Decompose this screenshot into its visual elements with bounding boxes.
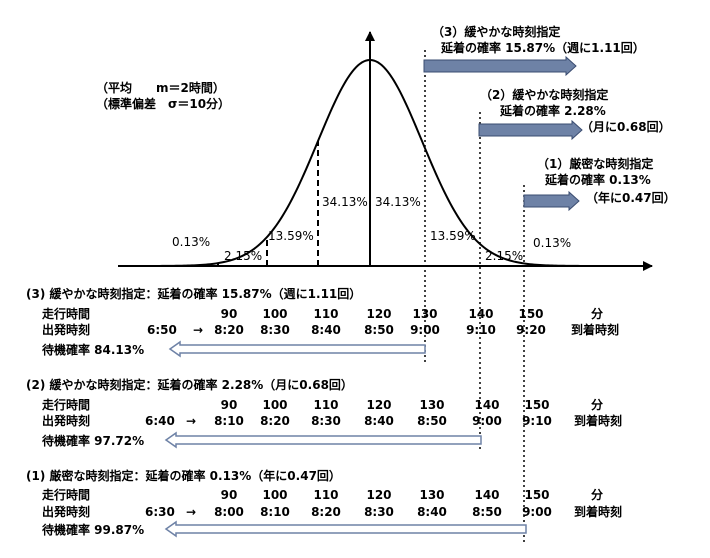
callout-2-rate: 延着の確率 2.28%	[499, 103, 606, 118]
table-2-running-time-label: 走行時間	[42, 397, 90, 412]
table-2-start-time: 6:40	[145, 414, 175, 428]
callout-3-arrow	[423, 55, 577, 77]
table-2-header: (2) 緩やかな時刻指定：延着の確率 2.28%（月に0.68回）	[26, 377, 353, 392]
table-1-time-2: 110	[313, 488, 338, 502]
table-2: (2) 緩やかな時刻指定：延着の確率 2.28%（月に0.68回） 走行時間 出…	[26, 377, 622, 449]
table-3-dep-4: 9:00	[410, 323, 440, 337]
table-1-dep-5: 8:50	[472, 505, 502, 519]
table-1-dep-2: 8:20	[311, 505, 341, 519]
table-3-running-time-label: 走行時間	[42, 306, 90, 321]
table-1-arrival-label: 到着時刻	[574, 504, 622, 519]
table-3-dep-6: 9:20	[516, 323, 546, 337]
table-2-dep-4: 8:50	[417, 414, 447, 428]
table-3-start-time: 6:50	[147, 323, 177, 337]
callout-1-rate: 延着の確率 0.13%	[544, 172, 651, 187]
table-3-time-2: 110	[313, 307, 338, 321]
area-label-right-2sigma: 2.15%	[485, 249, 523, 263]
table-1-wait-probability: 待機確率 99.87%	[42, 522, 144, 537]
area-label-left-1sigma: 13.59%	[268, 229, 314, 243]
table-2-time-5: 140	[474, 398, 499, 412]
table-2-arrow-symbol: →	[186, 414, 196, 428]
sigma-lines	[217, 141, 319, 266]
table-2-time-4: 130	[419, 398, 444, 412]
table-1-dep-4: 8:40	[417, 505, 447, 519]
area-label-right-tail: 0.13%	[533, 236, 571, 250]
table-2-unit: 分	[591, 397, 603, 412]
callout-1-title: （1）厳密な時刻指定	[537, 156, 653, 171]
table-3-departure-label: 出発時刻	[42, 322, 90, 337]
table-2-dep-0: 8:10	[214, 414, 244, 428]
table-1-wait-arrow	[164, 520, 527, 538]
table-3-time-6: 150	[518, 307, 543, 321]
table-3-time-5: 140	[468, 307, 493, 321]
table-2-dep-3: 8:40	[364, 414, 394, 428]
table-2-dep-5: 9:00	[472, 414, 502, 428]
table-2-time-3: 120	[366, 398, 391, 412]
table-1-time-1: 100	[262, 488, 287, 502]
area-label-right-1sigma: 13.59%	[430, 229, 476, 243]
table-1-time-6: 150	[524, 488, 549, 502]
table-3-wait-probability: 待機確率 84.13%	[42, 342, 144, 357]
table-1-running-time-label: 走行時間	[42, 487, 90, 502]
callout-1-freq: （年に0.47回）	[586, 190, 676, 205]
area-label-left-2sigma: 2.15%	[224, 249, 262, 263]
table-1-dep-0: 8:00	[214, 505, 244, 519]
table-1-dep-3: 8:30	[364, 505, 394, 519]
table-1-unit: 分	[591, 487, 603, 502]
callout-2-arrow	[478, 119, 583, 141]
area-label-left-center: 34.13%	[322, 195, 368, 209]
table-1-time-3: 120	[366, 488, 391, 502]
table-3-time-0: 90	[221, 307, 238, 321]
table-3-arrow-symbol: →	[193, 323, 203, 337]
table-2-time-0: 90	[221, 398, 238, 412]
callout-2-title: （2）緩やかな時刻指定	[480, 87, 608, 102]
table-2-wait-arrow	[164, 431, 482, 449]
table-3-time-1: 100	[262, 307, 287, 321]
area-label-right-center: 34.13%	[375, 195, 421, 209]
table-2-dep-6: 9:10	[522, 414, 552, 428]
callout-3-rate: 延着の確率 15.87%（週に1.11回）	[440, 40, 645, 55]
callout-2-freq: （月に0.68回）	[581, 119, 671, 134]
table-2-time-6: 150	[524, 398, 549, 412]
table-3-time-4: 130	[412, 307, 437, 321]
table-1-time-5: 140	[474, 488, 499, 502]
table-2-time-1: 100	[262, 398, 287, 412]
table-3-dep-3: 8:50	[364, 323, 394, 337]
table-1-start-time: 6:30	[145, 505, 175, 519]
table-3-dep-1: 8:30	[260, 323, 290, 337]
table-1-time-4: 130	[419, 488, 444, 502]
table-2-wait-probability: 待機確率 97.72%	[42, 433, 144, 448]
table-3-wait-arrow	[168, 340, 426, 358]
table-1-departure-label: 出発時刻	[42, 504, 90, 519]
guide-lines	[424, 50, 525, 545]
table-3-dep-0: 8:20	[214, 323, 244, 337]
table-3: (3) 緩やかな時刻指定：延着の確率 15.87%（週に1.11回） 走行時間 …	[26, 286, 619, 358]
table-3-arrival-label: 到着時刻	[571, 322, 619, 337]
table-2-departure-label: 出発時刻	[42, 413, 90, 428]
table-2-time-2: 110	[313, 398, 338, 412]
table-2-dep-2: 8:30	[311, 414, 341, 428]
callout-1-arrow	[523, 190, 580, 212]
sigma-label: （標準偏差 σ＝10分）	[96, 96, 230, 111]
table-1-dep-1: 8:10	[260, 505, 290, 519]
table-2-dep-1: 8:20	[260, 414, 290, 428]
table-1-dep-6: 9:00	[522, 505, 552, 519]
table-3-header: (3) 緩やかな時刻指定：延着の確率 15.87%（週に1.11回）	[26, 286, 361, 301]
bell-curve	[122, 58, 640, 267]
table-1-arrow-symbol: →	[186, 505, 196, 519]
callout-3-title: （3）緩やかな時刻指定	[432, 24, 560, 39]
table-1: (1) 厳密な時刻指定：延着の確率 0.13%（年に0.47回） 走行時間 出発…	[26, 468, 622, 538]
table-3-dep-2: 8:40	[311, 323, 341, 337]
area-label-left-tail: 0.13%	[172, 235, 210, 249]
table-3-time-3: 120	[366, 307, 391, 321]
table-1-time-0: 90	[221, 488, 238, 502]
table-1-header: (1) 厳密な時刻指定：延着の確率 0.13%（年に0.47回）	[26, 468, 341, 483]
table-2-arrival-label: 到着時刻	[574, 413, 622, 428]
table-3-dep-5: 9:10	[466, 323, 496, 337]
mean-label: （平均 m＝2時間）	[96, 80, 225, 95]
table-3-unit: 分	[591, 306, 603, 321]
